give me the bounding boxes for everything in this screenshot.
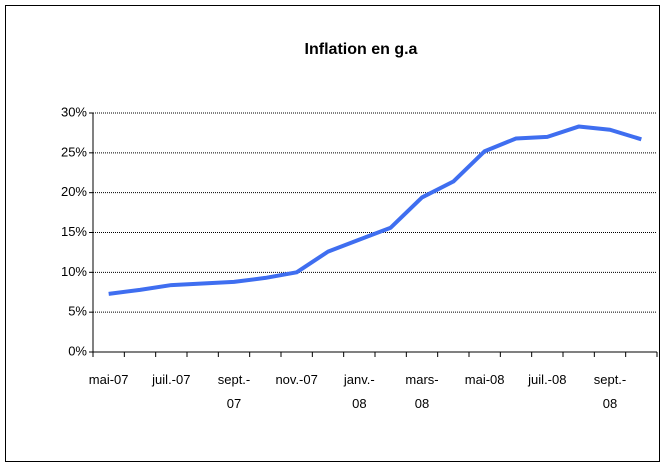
y-tick-label: 30% <box>61 104 87 119</box>
x-tick-label: nov.-07 <box>275 372 318 387</box>
x-tick-label-box: mars- 08 <box>405 372 439 411</box>
x-tick-label: janv.- 08 <box>343 372 375 411</box>
x-tick-label: sept.- 07 <box>217 372 251 411</box>
x-tick-label-box: sept.- 08 <box>593 372 627 411</box>
y-tick-label: 5% <box>68 304 87 319</box>
x-tick-label-box: nov.-07 <box>275 372 318 387</box>
x-tick-label: juil.-08 <box>528 372 567 387</box>
x-tick-label-box: sept.- 07 <box>217 372 251 411</box>
x-tick-label-box: janv.- 08 <box>343 372 375 411</box>
y-tick-label: 20% <box>61 184 87 199</box>
y-tick-label: 25% <box>61 144 87 159</box>
x-tick-label: mai-07 <box>88 372 129 387</box>
x-tick-label: sept.- 08 <box>593 372 627 411</box>
x-tick-label-box: mai-08 <box>464 372 505 387</box>
chart-border <box>5 5 660 462</box>
series-line <box>108 124 642 296</box>
x-tick-label-box: mai-07 <box>88 372 129 387</box>
x-tick-label: mars- 08 <box>405 372 439 411</box>
y-tick-label: 0% <box>68 343 87 358</box>
x-tick-label-box: juil.-08 <box>528 372 567 387</box>
x-tick-label: juil.-07 <box>152 372 191 387</box>
y-tick-label: 10% <box>61 264 87 279</box>
chart-title: Inflation en g.a <box>305 41 418 58</box>
x-tick-label: mai-08 <box>464 372 505 387</box>
y-tick-label: 15% <box>61 224 87 239</box>
x-tick-label-box: juil.-07 <box>152 372 191 387</box>
